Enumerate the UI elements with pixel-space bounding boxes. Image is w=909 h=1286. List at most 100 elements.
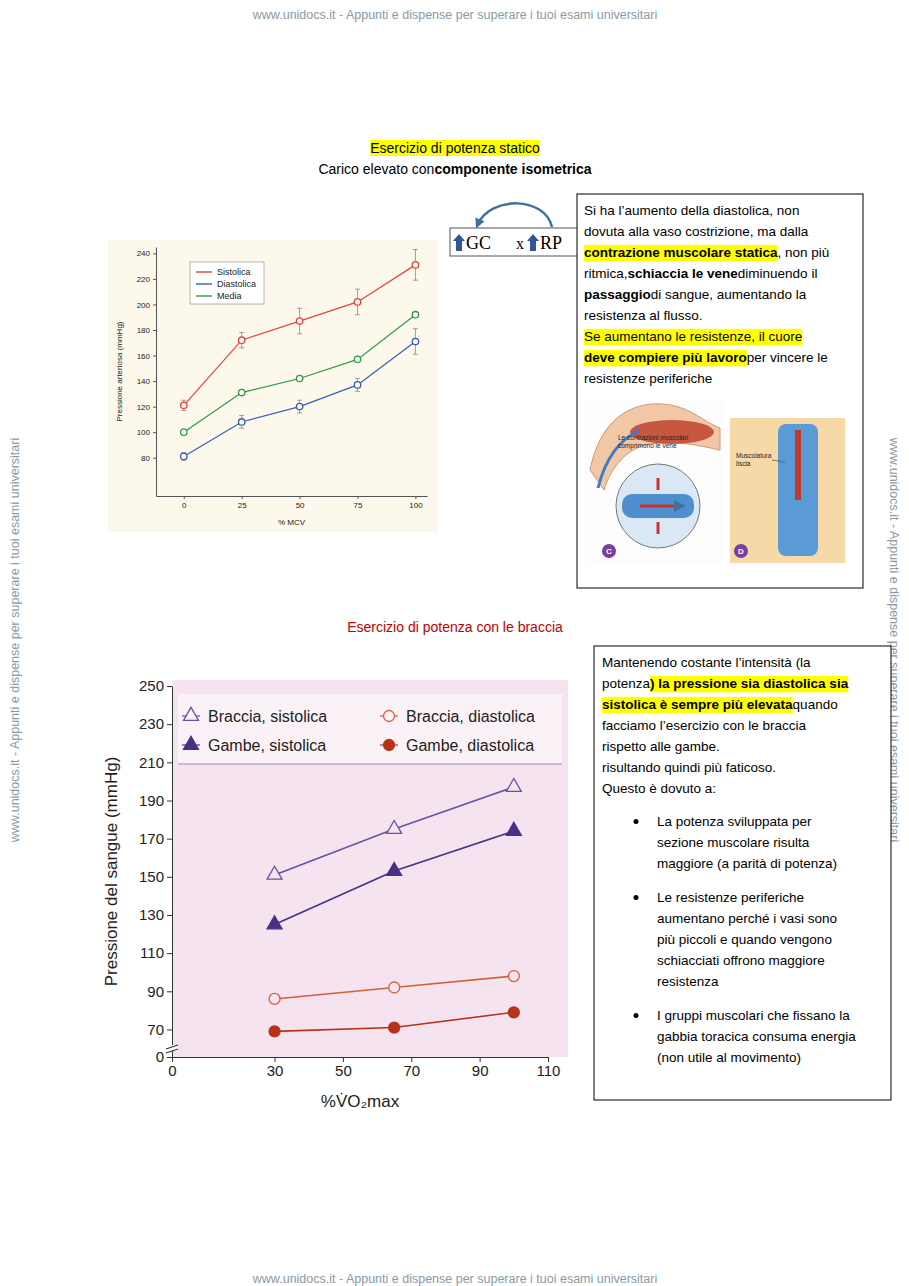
bullet-text: (non utile al movimento) — [657, 1050, 801, 1065]
tick-mark — [153, 279, 156, 280]
marker — [296, 318, 302, 324]
note-line: passaggio di sangue, aumentando la — [584, 287, 807, 302]
watermark: www.unidocs.it - Appunti e dispense per … — [8, 438, 22, 843]
muscle-d — [795, 430, 801, 500]
bullet-text: schiacciati offrono maggiore — [657, 953, 825, 968]
text-run: rispetto alle gambe. — [602, 739, 720, 754]
tick: 25 — [238, 496, 247, 510]
legend: SistolicaDiastolicaMedia — [190, 262, 264, 304]
note-box: Mantenendo costante l’intensità (lapoten… — [594, 646, 891, 1100]
leader-d — [772, 460, 785, 462]
tick: 70 — [147, 1021, 172, 1038]
error-bar — [355, 289, 360, 315]
legend-label: Sistolica — [217, 267, 251, 277]
marker — [412, 311, 418, 317]
bullet-text: resistenza — [657, 974, 719, 989]
tick: 160 — [137, 352, 156, 361]
tick-mark — [167, 800, 172, 801]
series-line — [184, 265, 416, 405]
text-run: Se aumentano le resistenze, il cuore — [584, 329, 802, 344]
legend-swatch — [196, 271, 212, 272]
text-run: Carico elevato con — [318, 161, 434, 177]
tick-label: 210 — [139, 754, 164, 771]
x-axis: 0255075100 — [157, 496, 428, 510]
tick-mark — [153, 330, 156, 331]
x-axis: 030507090110 — [168, 1057, 560, 1079]
legend-background — [178, 694, 562, 764]
formula-box — [450, 228, 578, 256]
legend-label: Diastolica — [217, 279, 256, 289]
error-bar — [239, 416, 244, 429]
text-run: diminuendo il — [738, 266, 818, 281]
error-bar — [413, 329, 418, 355]
formula-text: RP — [540, 233, 562, 253]
tick-label: 70 — [147, 1021, 164, 1038]
marker — [296, 403, 302, 409]
vein-section — [622, 494, 694, 518]
marker — [181, 402, 187, 408]
tick-label: 70 — [403, 1062, 420, 1079]
text-run: risultando quindi più faticoso. — [602, 760, 776, 775]
marker — [181, 429, 187, 435]
tick: 90 — [147, 983, 172, 1000]
legend: Braccia, sistolicaBraccia, diastolicaGam… — [178, 694, 562, 764]
note-frame — [594, 646, 891, 1100]
legend-label: Braccia, diastolica — [406, 708, 535, 725]
tick-mark — [184, 496, 185, 499]
tick-mark — [153, 356, 156, 357]
axis-line — [172, 687, 173, 1058]
text-run: dovuta alla vaso costrizione, ma dalla — [584, 224, 809, 239]
tick: 50 — [296, 496, 305, 510]
marker — [389, 982, 400, 993]
note-box: Si ha l’aumento della diastolica, nondov… — [577, 194, 863, 588]
watermark: www.unidocs.it - Appunti e dispense per … — [252, 8, 657, 22]
marker — [387, 862, 402, 875]
plot-data — [181, 250, 419, 461]
marker — [387, 820, 402, 833]
tick: 180 — [137, 326, 156, 335]
tick-label: 110 — [537, 1062, 561, 1079]
figure-label: comprimono le vene — [618, 442, 677, 450]
tick-mark — [167, 915, 172, 916]
tick-mark — [153, 253, 156, 254]
chart: 0305070901100709011013015017019021023025… — [102, 677, 568, 1111]
tick: 0 — [182, 496, 187, 510]
text-run: quando — [793, 697, 838, 712]
bullet — [634, 819, 639, 824]
bullet-text: più piccoli e quando vengono — [657, 932, 832, 947]
marker — [412, 262, 418, 268]
tick-label: 140 — [137, 377, 151, 386]
legend-label: Gambe, sistolica — [208, 737, 326, 754]
tick: 30 — [267, 1057, 284, 1079]
tick-label: 90 — [472, 1062, 489, 1079]
bullet — [634, 895, 639, 900]
up-arrow — [453, 234, 465, 251]
text-run: potenza — [602, 676, 651, 691]
text-run: schiaccia le vene — [628, 266, 739, 281]
tick-label: 170 — [139, 830, 164, 847]
tick-label: 250 — [139, 677, 164, 694]
tick-label: 100 — [409, 501, 423, 510]
error-bar — [181, 453, 186, 461]
note-line: sistolica è sempre più elevata quando — [602, 697, 838, 713]
text-run: ) la pressione sia diastolica sia — [650, 676, 849, 691]
panel-c — [585, 398, 725, 563]
figure-label: liscia — [736, 460, 751, 467]
highlight — [650, 676, 848, 692]
marker — [269, 1026, 280, 1037]
tick: 90 — [472, 1057, 489, 1079]
up-arrow — [527, 234, 539, 251]
note-line: ritmica, schiaccia le vene diminuendo il — [584, 266, 817, 281]
y-axis: 80100120140160180200220240 — [137, 248, 157, 497]
marker — [296, 375, 302, 381]
flow-arrow — [640, 505, 680, 508]
tick-label: 180 — [137, 326, 151, 335]
highlight — [584, 245, 778, 261]
marker — [412, 338, 418, 344]
note-line: rispetto alle gambe. — [602, 739, 720, 754]
section-title-text: Esercizio di potenza statico — [370, 140, 540, 156]
tick: 0 — [168, 1057, 176, 1079]
text-run: contrazione muscolare statica — [584, 245, 778, 260]
tick-mark — [153, 407, 156, 408]
tick-label: 0 — [168, 1062, 176, 1079]
